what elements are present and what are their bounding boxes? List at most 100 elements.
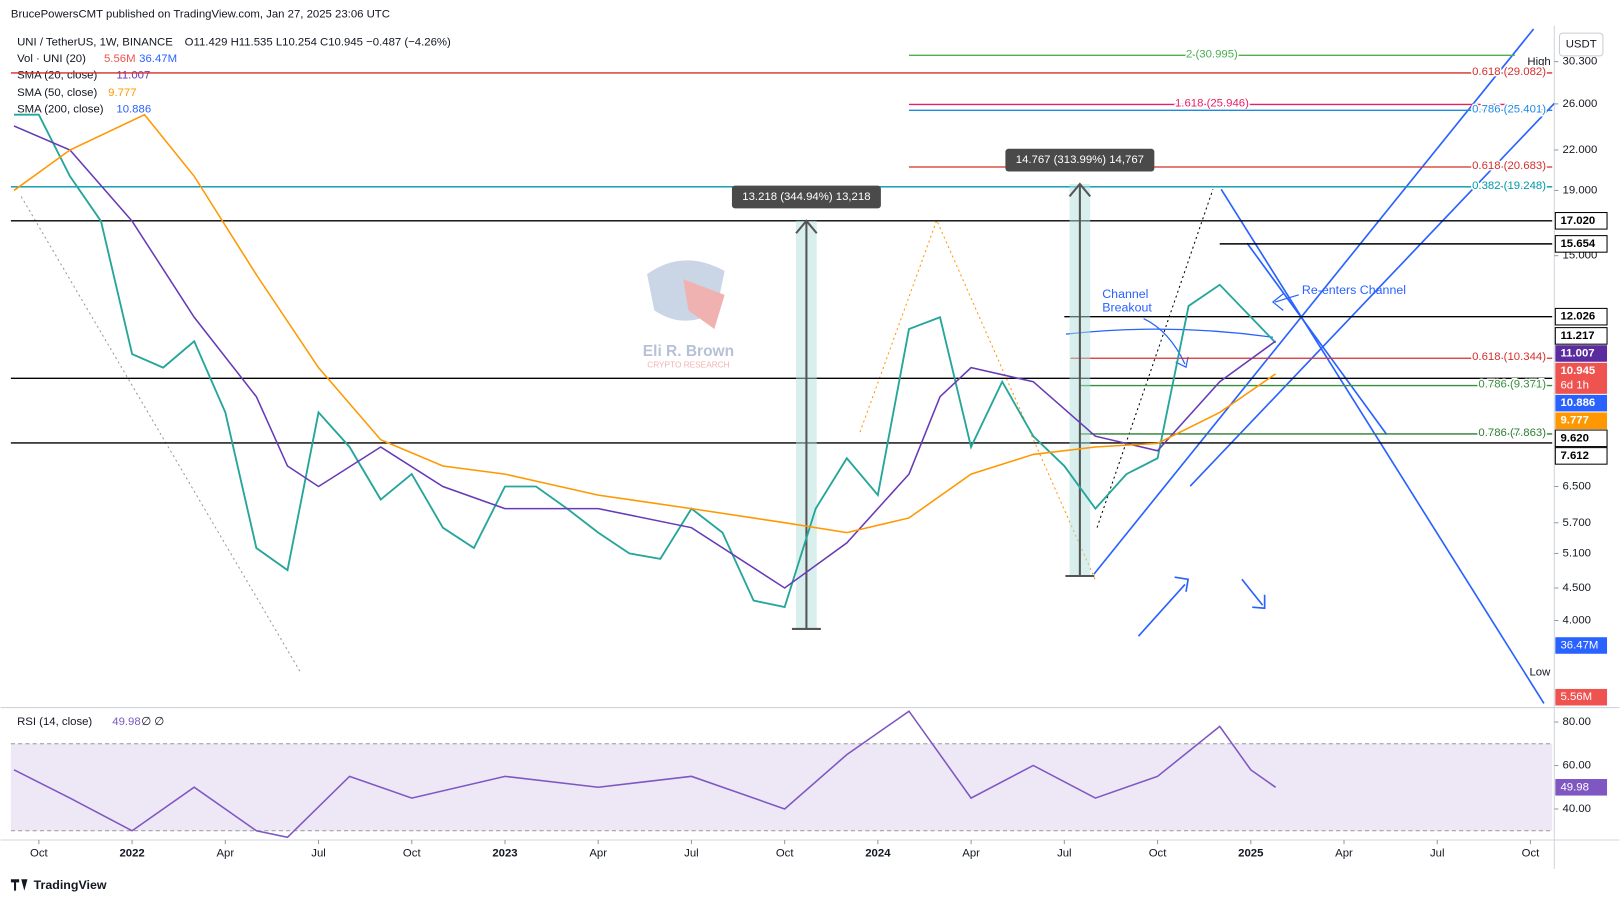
- price-label: 10.945: [1560, 365, 1595, 377]
- y-tick-label: 6.500: [1563, 481, 1591, 493]
- y-tick-label: 80.00: [1563, 716, 1591, 728]
- sma20-value: 11.007: [116, 70, 150, 82]
- dotted-line: [20, 196, 301, 673]
- fib-label: 0.382 (19.248): [1472, 180, 1546, 192]
- x-tick-label: Apr: [589, 847, 607, 859]
- price-label: 11.007: [1560, 347, 1594, 359]
- price-label-note: 6d 1h: [1560, 380, 1588, 392]
- fib-label: 2 (30.995): [1186, 48, 1238, 60]
- annotation: High: [1527, 56, 1550, 68]
- fib-label: 0.618 (29.082): [1472, 66, 1546, 78]
- y-tick-label: 60.00: [1563, 760, 1591, 772]
- volume-label: 5.56M: [1560, 691, 1592, 703]
- y-tick-label: 30.300: [1563, 56, 1598, 68]
- annotation: Channel: [1102, 287, 1148, 301]
- volume-label: 36.47M: [1560, 639, 1598, 651]
- x-tick-label: Apr: [216, 847, 234, 859]
- price-label: 9.620: [1560, 432, 1588, 444]
- ohlc: O11.429 H11.535 L10.254 C10.945 −0.487 (…: [185, 36, 451, 48]
- measure-box: [731, 185, 881, 209]
- footer-logo: [10, 879, 28, 891]
- x-tick-label: Jul: [684, 847, 699, 859]
- volume-label-box: [1555, 637, 1608, 654]
- rsi-value: 49.98: [112, 716, 140, 728]
- fib-label: 0.786 (9.371): [1478, 378, 1546, 390]
- measure-box: [1005, 148, 1155, 172]
- fib-label: 0.618 (10.344): [1472, 351, 1546, 363]
- x-tick-label: 2023: [492, 847, 517, 859]
- sma20-name: SMA (20, close): [17, 70, 97, 82]
- y-tick-label: 26.000: [1563, 98, 1598, 110]
- currency[interactable]: USDT: [1566, 38, 1597, 50]
- measure-label: 13.218 (344.94%) 13,218: [742, 191, 870, 203]
- price-label: 15.654: [1560, 238, 1595, 250]
- annotation: Re-enters Channel: [1302, 283, 1406, 297]
- y-tick-label: 40.00: [1563, 803, 1591, 815]
- volume-label-box: [1555, 688, 1608, 706]
- x-tick-label: Apr: [1335, 847, 1353, 859]
- measure-arrow: [1068, 182, 1092, 198]
- measure-label: 14.767 (313.99%) 14,767: [1016, 154, 1144, 166]
- sma50-value: 9.777: [108, 87, 136, 99]
- series-line: [13, 125, 1277, 589]
- symbol: UNI / TetherUS, 1W, BINANCE: [17, 36, 173, 48]
- price-label-box: [1554, 447, 1608, 465]
- price-label-box: [1554, 429, 1608, 448]
- price-label-box: [1555, 412, 1608, 429]
- watermark-tagline: CRYPTO RESEARCH: [647, 360, 729, 369]
- price-label-box: [1554, 307, 1608, 326]
- annotation: Breakout: [1102, 301, 1152, 315]
- currency-button[interactable]: [1558, 32, 1604, 57]
- fib-label: 0.786 (7.863): [1478, 427, 1546, 439]
- series-line: [13, 113, 1277, 534]
- annotation: Low: [1529, 666, 1551, 678]
- rsi-last-box: [1555, 779, 1608, 796]
- fib-label: 1.618 (25.946): [1175, 97, 1249, 109]
- sma50-name: SMA (50, close): [17, 87, 97, 99]
- series-line: [13, 710, 1277, 839]
- x-tick-label: Jul: [311, 847, 326, 859]
- rsi-band: [10, 743, 1553, 831]
- price-label: 11.217: [1560, 330, 1594, 342]
- price-label-box: [1555, 362, 1608, 394]
- x-tick-label: Oct: [1149, 847, 1168, 859]
- price-label: 7.612: [1560, 450, 1588, 462]
- x-tick-label: 2024: [865, 847, 891, 859]
- fib-label: 0.786 (25.401): [1472, 103, 1546, 115]
- dotted-line: [858, 218, 1096, 580]
- publisher: BrucePowersCMT published on TradingView.…: [11, 8, 390, 20]
- y-tick-label: 22.000: [1563, 144, 1598, 156]
- price-label-box: [1554, 327, 1608, 345]
- rsi-extra: ∅ ∅: [141, 716, 164, 728]
- x-tick-label: Jul: [1430, 847, 1445, 859]
- footer: TradingView: [34, 878, 107, 892]
- x-tick-label: 2025: [1238, 847, 1263, 859]
- sma200-value: 10.886: [116, 104, 151, 116]
- y-tick-label: 5.700: [1563, 517, 1591, 529]
- x-tick-label: Oct: [403, 847, 422, 859]
- fib-label: 0.618 (20.683): [1472, 160, 1546, 172]
- price-label-box: [1555, 345, 1608, 362]
- volume-name: Vol · UNI (20): [17, 53, 86, 65]
- price-label: 9.777: [1560, 415, 1588, 427]
- x-tick-label: Oct: [1522, 847, 1541, 859]
- watermark: Eli R. Brown CRYPTO RESEARCH: [643, 260, 734, 369]
- rsi-name: RSI (14, close): [17, 716, 92, 728]
- watermark-name: Eli R. Brown: [643, 343, 734, 360]
- rsi-last-label: 49.98: [1560, 781, 1588, 793]
- price-label-box: [1554, 212, 1608, 230]
- x-tick-label: Oct: [776, 847, 795, 859]
- series-line: [13, 113, 1277, 609]
- price-label: 17.020: [1560, 215, 1595, 227]
- y-tick-label: 19.000: [1563, 184, 1598, 196]
- measure-arrow: [795, 219, 818, 234]
- x-tick-label: Oct: [30, 847, 49, 859]
- price-label-box: [1554, 235, 1608, 253]
- price-label-box: [1555, 394, 1608, 412]
- volume-value: 5.56M: [104, 53, 136, 65]
- volume-sma: 36.47M: [139, 53, 177, 65]
- price-label: 12.026: [1560, 311, 1595, 323]
- x-tick-label: Apr: [962, 847, 980, 859]
- x-tick-label: Jul: [1057, 847, 1072, 859]
